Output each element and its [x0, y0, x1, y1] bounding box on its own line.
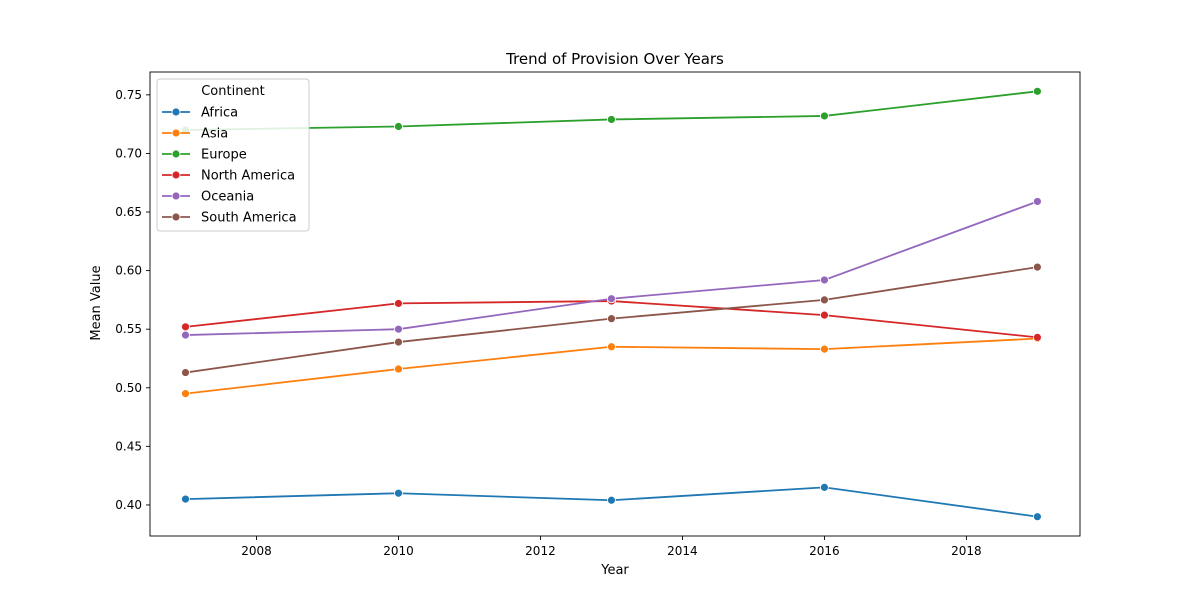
- series-line-europe: [185, 90, 1038, 131]
- x-tick-label: 2016: [809, 544, 840, 558]
- data-point-asia: [820, 344, 829, 354]
- data-point-south-america: [1033, 262, 1042, 272]
- data-point-oceania: [607, 294, 616, 304]
- plot-area: [181, 86, 1042, 522]
- legend-title: Continent: [201, 84, 265, 99]
- y-tick-label: 0.75: [115, 88, 142, 102]
- data-point-asia: [181, 389, 190, 399]
- data-point-asia: [607, 342, 616, 352]
- data-point-north-america: [820, 310, 829, 320]
- legend-label-europe: Europe: [201, 148, 247, 163]
- series-africa: [181, 482, 1042, 522]
- data-point-asia: [394, 364, 403, 374]
- data-point-oceania: [820, 275, 829, 285]
- legend-marker-europe: [171, 149, 181, 159]
- data-point-south-america: [607, 314, 616, 324]
- legend-item-oceania: Oceania: [162, 190, 254, 205]
- y-tick-label: 0.65: [115, 205, 142, 219]
- data-point-africa: [1033, 512, 1042, 522]
- series-europe: [181, 86, 1042, 135]
- legend: Continent Africa Asia Europe North America Oc…: [156, 78, 310, 232]
- data-point-south-america: [394, 337, 403, 347]
- legend-item-africa: Africa: [162, 106, 238, 121]
- data-point-africa: [607, 495, 616, 505]
- legend-marker-asia: [171, 128, 181, 138]
- x-axis-label: Year: [600, 563, 629, 578]
- legend-label-south-america: South America: [201, 211, 297, 226]
- data-point-north-america: [394, 299, 403, 308]
- data-point-oceania: [1033, 197, 1042, 206]
- y-tick-label: 0.50: [115, 381, 142, 395]
- legend-item-asia: Asia: [162, 127, 228, 142]
- axes-frame: [149, 71, 1081, 537]
- legend-item-europe: Europe: [162, 148, 247, 163]
- y-tick-label: 0.55: [115, 322, 142, 336]
- y-tick-label: 0.40: [115, 498, 142, 512]
- data-point-south-america: [181, 368, 190, 377]
- data-point-oceania: [394, 324, 403, 334]
- legend-label-africa: Africa: [201, 106, 238, 121]
- y-tick-label: 0.60: [115, 264, 142, 278]
- y-tick-label: 0.45: [115, 439, 142, 453]
- data-point-africa: [181, 494, 190, 504]
- legend-marker-north-america: [171, 170, 181, 180]
- x-tick-label: 2012: [525, 544, 556, 558]
- legend-item-south-america: South America: [162, 211, 297, 226]
- data-point-north-america: [1033, 332, 1042, 342]
- data-point-europe: [607, 115, 616, 124]
- data-point-north-america: [181, 322, 190, 332]
- data-point-africa: [820, 482, 829, 492]
- y-tick-label: 0.70: [115, 146, 142, 160]
- y-axis-label: Mean Value: [89, 265, 104, 340]
- legend-marker-africa: [171, 107, 181, 117]
- data-point-europe: [394, 122, 403, 131]
- data-point-europe: [820, 111, 829, 121]
- legend-marker-oceania: [171, 191, 181, 201]
- data-point-europe: [1033, 86, 1042, 96]
- legend-label-asia: Asia: [201, 127, 228, 142]
- chart-title: Trend of Provision Over Years: [505, 50, 724, 68]
- legend-item-north-america: North America: [162, 169, 295, 184]
- series-oceania: [181, 197, 1042, 340]
- series-south-america: [181, 262, 1042, 377]
- data-point-africa: [394, 488, 403, 498]
- data-point-south-america: [820, 295, 829, 305]
- x-tick-label: 2008: [241, 544, 272, 558]
- legend-label-north-america: North America: [201, 169, 295, 184]
- legend-marker-south-america: [171, 212, 181, 222]
- x-tick-label: 2014: [667, 544, 698, 558]
- x-tick-label: 2010: [383, 544, 414, 558]
- x-tick-label: 2018: [951, 544, 982, 558]
- series-asia: [181, 334, 1042, 399]
- axes: 2008 2010 2012 2014 2016 2018 0.40 0.45 0.50 0.55…: [115, 71, 1081, 558]
- data-point-oceania: [181, 330, 190, 340]
- legend-box: [156, 78, 310, 232]
- legend-label-oceania: Oceania: [201, 190, 254, 205]
